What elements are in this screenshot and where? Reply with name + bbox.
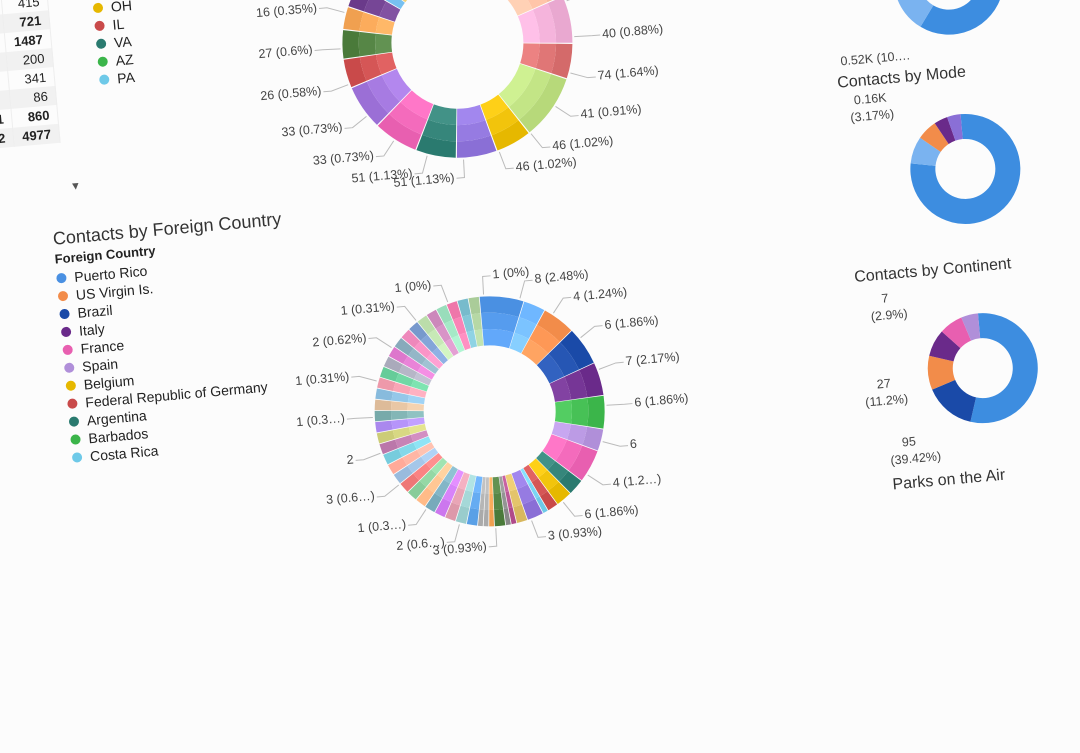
table-cell: 4977 [13, 124, 60, 147]
donut-label: 6 [629, 437, 637, 452]
donut-slice[interactable] [357, 31, 377, 57]
section-title-continent: Contacts by Continent [854, 255, 1012, 287]
legend-item[interactable]: IL [94, 15, 135, 34]
donut-slice[interactable] [553, 400, 573, 425]
summary-table: 2823063314122308326822441595133372772118… [0, 0, 61, 159]
donut-slice[interactable] [493, 509, 505, 526]
donut-slice[interactable] [493, 493, 503, 510]
legend-dot-icon [93, 3, 104, 14]
legend-label: IL [112, 16, 125, 33]
legend-dot-icon [67, 398, 78, 409]
chart-label: (39.42%) [890, 449, 942, 467]
table-row: 524977 [0, 124, 60, 159]
legend-states: FLWAOHILVAAZPA [89, 0, 140, 90]
chart-label: 27 [876, 376, 891, 391]
legend-label: Brazil [77, 302, 113, 321]
chart-label: 0.52K (10.… [840, 48, 911, 68]
legend-item[interactable]: OH [92, 0, 133, 16]
donut-slice[interactable] [374, 409, 392, 421]
legend-label: Italy [78, 321, 105, 339]
legend-dot-icon [94, 20, 105, 31]
legend-dot-icon [72, 452, 83, 463]
legend-dot-icon [58, 291, 69, 302]
legend-label: Costa Rica [89, 442, 159, 464]
legend-item[interactable]: VA [95, 33, 136, 52]
chart-label: (2.9%) [870, 307, 908, 324]
legend-label: OH [110, 0, 132, 15]
donut-slice[interactable] [407, 410, 424, 419]
donut-slice[interactable] [374, 32, 393, 54]
legend-dot-icon [62, 344, 73, 355]
legend-label: PA [117, 69, 136, 86]
legend-dot-icon [96, 38, 107, 49]
legend-label: VA [113, 33, 132, 50]
legend-item[interactable]: PA [99, 69, 140, 88]
legend-dot-icon [59, 309, 70, 320]
scroll-down-icon[interactable]: ▼ [68, 180, 83, 195]
legend-item[interactable]: AZ [97, 51, 138, 70]
chart-label: (11.2%) [865, 392, 909, 410]
section-title-pota: Parks on the Air [892, 467, 1006, 495]
legend-label: AZ [115, 51, 134, 68]
legend-dot-icon [56, 273, 67, 284]
legend-label: France [80, 337, 125, 357]
donut-slice[interactable] [569, 398, 590, 428]
section-title-mode: Contacts by Mode [837, 64, 967, 93]
legend-label: Spain [82, 356, 119, 375]
donut-slice[interactable] [906, 109, 1025, 228]
donut-slice[interactable] [391, 410, 408, 420]
legend-label: Belgium [83, 372, 135, 392]
chart-label: (3.17%) [850, 107, 895, 125]
legend-dot-icon [69, 416, 80, 427]
legend-dot-icon [99, 74, 110, 85]
legend-dot-icon [70, 434, 81, 445]
donut-countries[interactable]: 8 (2.48%)4 (1.24%)6 (1.86%)7 (2.17%)6 (1… [224, 146, 755, 677]
chart-label: 95 [901, 434, 916, 449]
donut-mini-continent[interactable] [917, 302, 1049, 434]
chart-label: 0.16K [853, 91, 887, 108]
donut-mini-mode[interactable] [899, 103, 1031, 235]
legend-dot-icon [61, 327, 72, 338]
legend-dot-icon [97, 56, 108, 67]
donut-mini-band[interactable] [883, 0, 1015, 46]
legend-dot-icon [65, 380, 76, 391]
donut-slice[interactable] [488, 510, 495, 527]
donut-slice[interactable] [341, 29, 362, 59]
chart-label: 7 [881, 291, 889, 306]
donut-slice[interactable] [488, 493, 494, 510]
legend-dot-icon [64, 362, 75, 373]
